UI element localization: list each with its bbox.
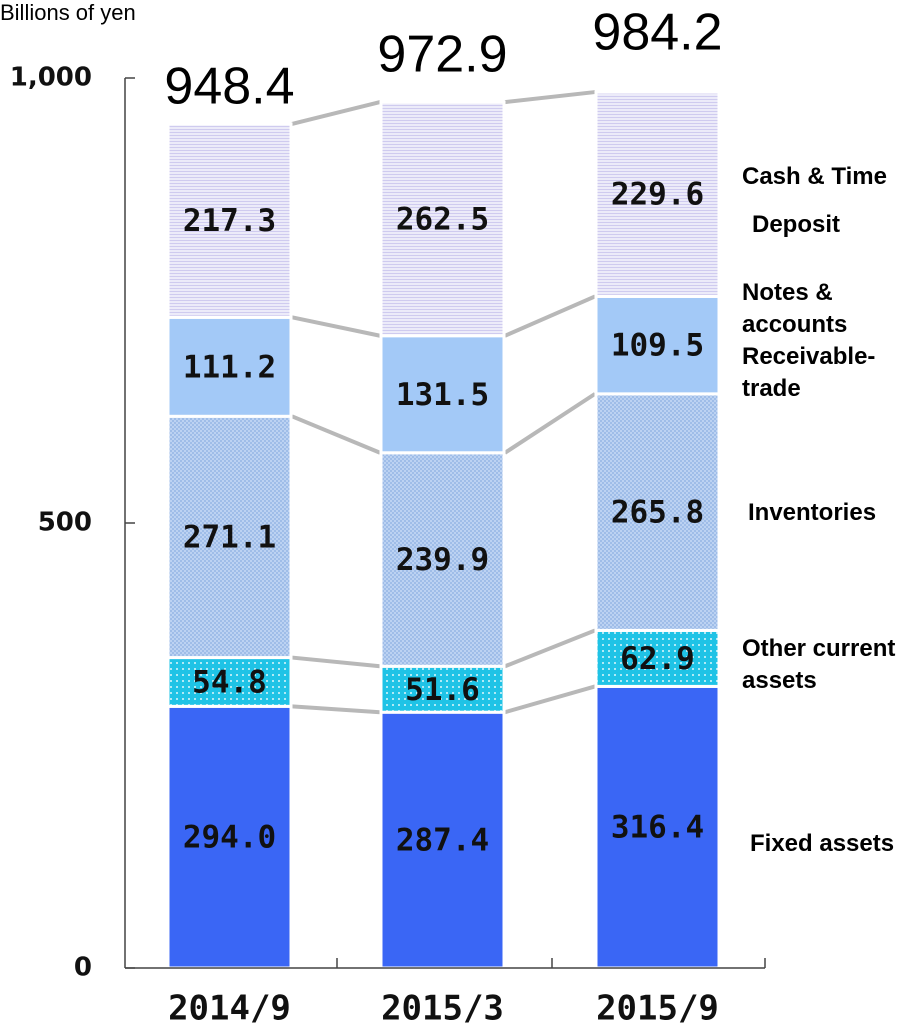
data-label: 131.5 [396,377,489,413]
data-label: 109.5 [611,328,704,364]
unit-label: Billions of yen [0,0,136,25]
bar-segment-2015-3-5 [379,100,506,338]
connector-line [291,100,381,126]
connector-line [291,315,381,338]
y-tick-label: 500 [38,508,92,538]
data-label: 229.6 [611,177,704,213]
data-label: 111.2 [183,349,276,385]
legend-entry: Other current assets [742,635,895,694]
data-label: 51.6 [405,672,480,708]
bar-segment-2015-3-3 [379,451,506,668]
data-label: 287.4 [396,823,489,859]
bar-segment-2014-9-3 [166,414,293,660]
category-label: 2014/9 [168,989,291,1029]
legend-entry: Notes & accounts Receivable-trade [742,279,875,402]
connector-line [291,655,381,669]
legend: Fixed assets Other current assets Inventori… [742,163,895,857]
y-tick-label: 0 [74,953,92,983]
bar-segment-2015-3-2 [379,664,506,714]
legend-entry: Inventories [748,499,876,526]
connector-lines [291,90,597,715]
bar-segment-2015-9-2 [594,628,721,688]
data-label: 316.4 [611,810,704,846]
connector-line [504,90,596,105]
bar-segment-2015-9-5 [594,90,721,298]
connector-line [291,704,381,715]
bar-segment-2015-3-1 [379,710,506,970]
data-label: 239.9 [396,542,489,578]
connector-line [504,684,596,715]
data-label: 262.5 [396,201,489,237]
connector-line [291,414,381,455]
legend-entry: Fixed assets [750,830,894,857]
total-label: 984.2 [592,4,722,62]
bar-segment-2015-9-1 [594,684,721,970]
connector-line [504,294,596,338]
category-label: 2015/9 [596,989,719,1029]
bar-segment-2015-3-4 [379,334,506,455]
data-label: 271.1 [183,519,276,555]
y-tick-label: 1,000 [10,63,92,93]
total-label: 948.4 [164,58,294,116]
bars [166,90,721,970]
bar-segment-2014-9-5 [166,122,293,319]
connector-line [503,392,597,455]
category-label: 2015/3 [381,989,504,1029]
data-label: 294.0 [183,820,276,856]
bar-segment-2014-9-4 [166,315,293,418]
data-labels: 294.0 54.8 271.1 111.2 217.3 948.4 287.4 51.6 23… [164,4,722,859]
data-label: 62.9 [620,641,695,677]
data-label: 54.8 [192,664,267,700]
connector-line [504,628,596,669]
legend-entry: Cash & Time Deposit [742,163,887,238]
axis: 2014/9 2015/3 2015/9 0 500 1,000 [10,63,766,1029]
data-label: 217.3 [183,203,276,239]
bar-segment-2015-9-3 [594,392,721,632]
data-label: 265.8 [611,495,704,531]
total-label: 972.9 [377,26,507,84]
